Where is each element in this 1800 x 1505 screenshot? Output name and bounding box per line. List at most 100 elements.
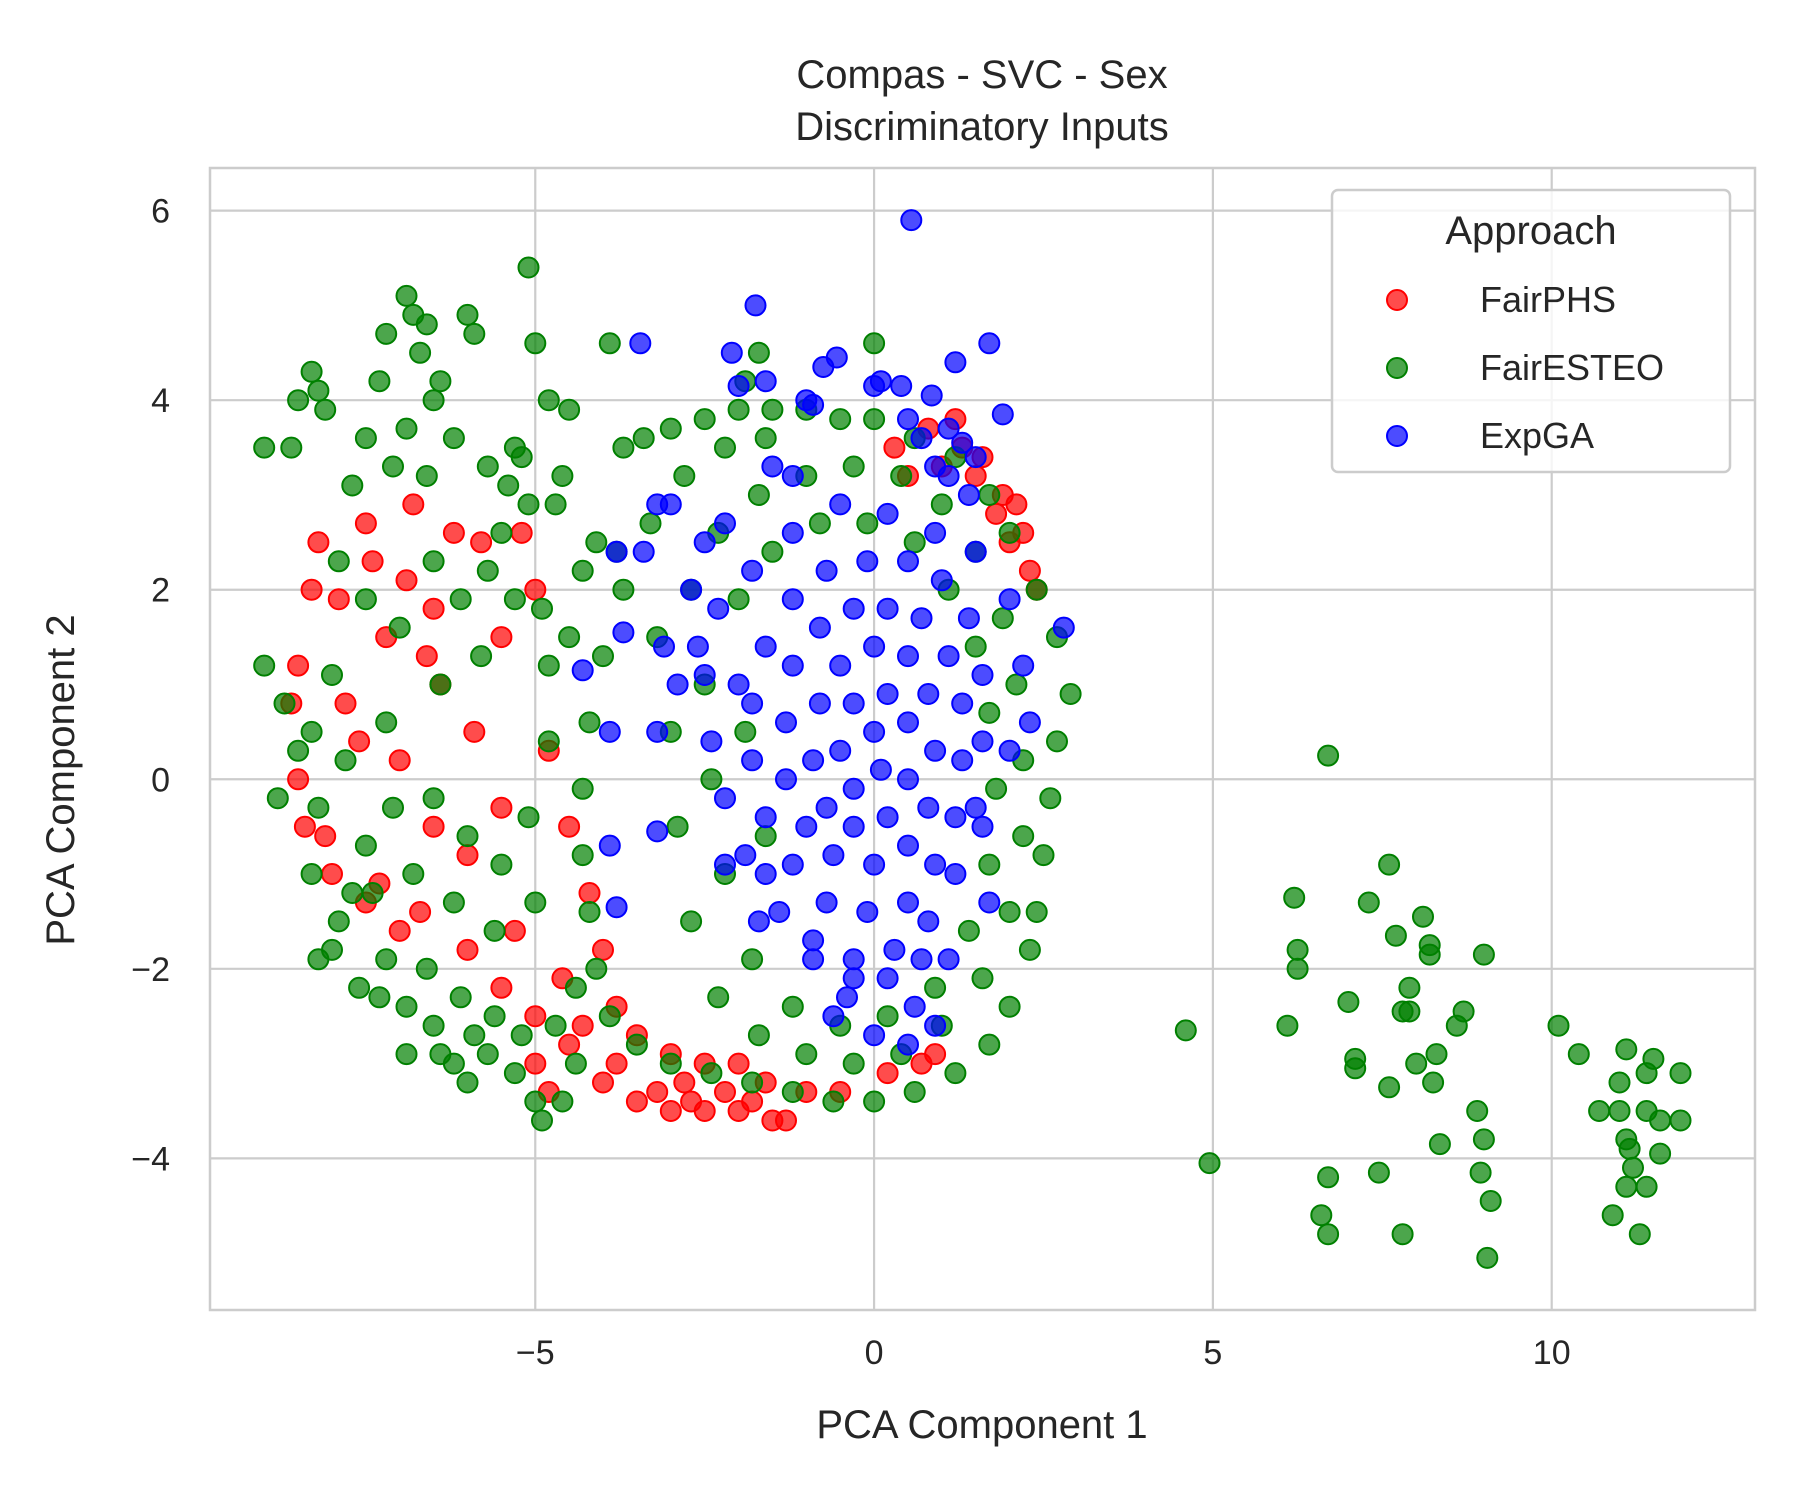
data-point (1669, 1062, 1692, 1085)
data-point (1286, 957, 1309, 980)
data-point (917, 683, 940, 705)
data-point (917, 796, 940, 819)
data-point (1018, 711, 1041, 734)
data-point (1317, 744, 1340, 767)
data-point (924, 739, 947, 762)
data-point (971, 664, 994, 686)
data-point (842, 967, 865, 990)
data-point (659, 1052, 682, 1075)
data-point (1445, 1014, 1468, 1037)
data-point (524, 578, 547, 601)
data-point (1378, 853, 1401, 876)
data-point (693, 408, 716, 431)
data-point (592, 1071, 614, 1094)
data-point (382, 455, 404, 478)
data-point (998, 521, 1021, 544)
data-point (900, 209, 923, 232)
data-point (991, 403, 1014, 426)
data-point (1344, 1057, 1367, 1080)
data-point (1337, 991, 1360, 1013)
data-point (822, 844, 845, 867)
data-point (920, 384, 943, 407)
data-point (876, 967, 899, 990)
data-point (937, 948, 960, 971)
data-point (869, 758, 892, 781)
data-point (720, 341, 743, 364)
data-point (1428, 1133, 1451, 1156)
data-point (307, 796, 330, 819)
data-point (598, 720, 621, 743)
data-point (856, 512, 879, 535)
data-point (483, 919, 506, 942)
data-point (422, 815, 445, 838)
data-point (571, 559, 594, 582)
data-point (334, 749, 357, 772)
data-point (1367, 1161, 1390, 1184)
data-point (700, 768, 723, 791)
data-point (632, 540, 655, 563)
data-point (924, 976, 947, 999)
data-point (531, 597, 553, 620)
data-point (680, 578, 703, 601)
data-point (897, 550, 919, 573)
data-point (354, 588, 377, 611)
data-point (1357, 891, 1380, 914)
chart-subtitle: Discriminatory Inputs (795, 105, 1168, 149)
data-point (890, 465, 913, 487)
data-point (1198, 1152, 1221, 1175)
data-point (747, 1024, 770, 1047)
data-point (822, 1005, 845, 1028)
data-point (856, 550, 879, 573)
data-point (734, 844, 757, 867)
data-point (524, 332, 547, 355)
data-point (266, 787, 289, 810)
data-point (1418, 943, 1441, 966)
data-point (361, 882, 384, 904)
data-point (544, 493, 567, 516)
data-point (714, 853, 736, 876)
data-point (503, 588, 526, 611)
data-point (327, 910, 350, 933)
data-point (842, 815, 865, 838)
data-point (964, 635, 987, 658)
data-point (957, 607, 980, 630)
data-point (1547, 1014, 1570, 1037)
data-point (293, 815, 316, 838)
data-point (571, 659, 594, 682)
data-point (741, 749, 764, 772)
data-point (924, 455, 947, 478)
data-point (754, 370, 777, 393)
data-point (531, 1109, 553, 1132)
legend: Approach FairPHS FairESTEO ExpGA (1330, 188, 1732, 474)
data-point (897, 768, 919, 791)
data-point (829, 654, 852, 677)
data-point (775, 711, 797, 734)
data-point (1025, 901, 1048, 923)
data-point (1615, 1038, 1638, 1061)
data-point (646, 1081, 669, 1103)
data-point (442, 427, 465, 450)
data-point (287, 389, 310, 412)
data-point (598, 332, 621, 355)
data-point (592, 645, 614, 668)
data-point (280, 436, 303, 459)
data-point (714, 787, 736, 810)
data-point (924, 521, 947, 544)
data-point (673, 1071, 696, 1094)
data-point (876, 502, 899, 525)
data-point (727, 673, 750, 696)
data-point (707, 597, 730, 620)
data-point (354, 834, 377, 857)
data-point (1012, 654, 1035, 677)
data-point (876, 1062, 899, 1085)
data-point (1466, 1100, 1489, 1122)
data-point (456, 1071, 479, 1094)
data-point (300, 578, 323, 601)
data-point (1412, 905, 1434, 928)
data-point (775, 1109, 797, 1132)
data-point (422, 597, 445, 620)
data-point (544, 1014, 567, 1037)
data-point (300, 720, 323, 743)
data-point (957, 919, 980, 942)
